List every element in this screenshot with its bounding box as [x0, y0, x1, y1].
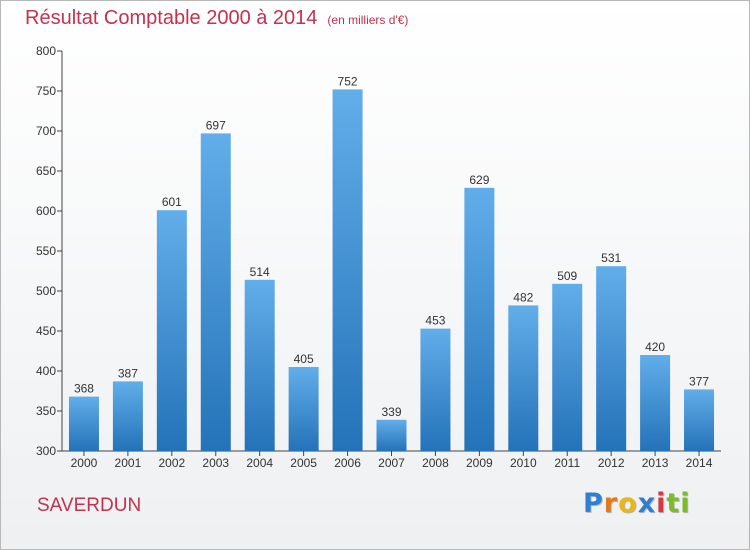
y-tick-label: 600 — [36, 204, 56, 218]
bar — [552, 283, 583, 451]
x-tick-label: 2003 — [202, 456, 229, 470]
bar — [640, 355, 671, 451]
value-labels: 368 387 601 697 514 405 752 339 453 629 482 509 531 4… — [74, 74, 709, 418]
y-tick-label: 800 — [36, 44, 56, 58]
bar-value-label: 368 — [74, 382, 94, 396]
bar-value-label: 752 — [338, 74, 358, 88]
y-tick-label: 400 — [36, 364, 56, 378]
x-tick-label: 2010 — [510, 456, 537, 470]
y-tick-label: 700 — [36, 124, 56, 138]
bar — [464, 187, 495, 452]
bar — [288, 367, 319, 451]
x-tick-label: 2011 — [554, 456, 580, 470]
bar — [508, 305, 539, 451]
bar-value-label: 482 — [513, 290, 533, 304]
x-tick-label: 2002 — [158, 456, 185, 470]
chart-title: Résultat Comptable 2000 à 2014 (en millie… — [25, 7, 408, 30]
bar-value-label: 339 — [381, 405, 401, 419]
bar — [376, 419, 407, 451]
bar — [596, 266, 627, 451]
y-tick-label: 350 — [36, 404, 56, 418]
x-tick-label: 2008 — [422, 456, 449, 470]
logo-letter: x — [637, 488, 657, 519]
bar-value-label: 629 — [469, 173, 489, 187]
bar — [244, 279, 275, 451]
bar — [156, 210, 187, 451]
x-tick-label: 2000 — [71, 456, 98, 470]
x-tick-label: 2005 — [290, 456, 317, 470]
bar-value-label: 601 — [162, 195, 182, 209]
logo-letter: o — [618, 488, 638, 519]
x-tick-label: 2006 — [334, 456, 361, 470]
bar — [68, 396, 99, 451]
logo-letter: i — [680, 488, 691, 519]
chart-title-main: Résultat Comptable 2000 à 2014 — [25, 7, 318, 29]
bar-value-label: 377 — [689, 374, 709, 388]
bar-value-label: 420 — [645, 340, 665, 354]
logo-letter: P — [583, 488, 604, 519]
logo-letter: i — [656, 488, 667, 519]
logo-letter: t — [666, 488, 681, 519]
proxiti-logo: Proxiti — [583, 488, 691, 519]
bar — [420, 328, 451, 451]
x-tick-label: 2004 — [246, 456, 273, 470]
y-tick-label: 750 — [36, 84, 56, 98]
x-tick-label: 2013 — [642, 456, 669, 470]
bar — [684, 389, 715, 451]
bar — [112, 381, 143, 451]
x-tick-label: 2001 — [115, 456, 142, 470]
bar-value-label: 453 — [425, 314, 445, 328]
x-tick-label: 2012 — [598, 456, 625, 470]
x-tick-label: 2014 — [686, 456, 713, 470]
bar-value-label: 387 — [118, 366, 138, 380]
bar-value-label: 509 — [557, 269, 577, 283]
y-tick-label: 550 — [36, 244, 56, 258]
y-tick-label: 500 — [36, 284, 56, 298]
x-tick-label: 2009 — [466, 456, 493, 470]
bar-value-label: 531 — [601, 251, 621, 265]
y-tick-label: 650 — [36, 164, 56, 178]
place-name: SAVERDUN — [37, 495, 142, 516]
logo-letter: r — [603, 488, 619, 519]
x-tick-label: 2007 — [378, 456, 405, 470]
bars — [68, 89, 715, 452]
bar-value-label: 697 — [206, 118, 226, 132]
chart-title-unit: (en milliers d'€) — [327, 13, 409, 27]
bar — [332, 89, 363, 452]
bar-value-label: 405 — [294, 352, 314, 366]
y-tick-label: 300 — [36, 444, 56, 458]
y-tick-label: 450 — [36, 324, 56, 338]
bar — [200, 133, 231, 451]
bar-value-label: 514 — [250, 265, 270, 279]
